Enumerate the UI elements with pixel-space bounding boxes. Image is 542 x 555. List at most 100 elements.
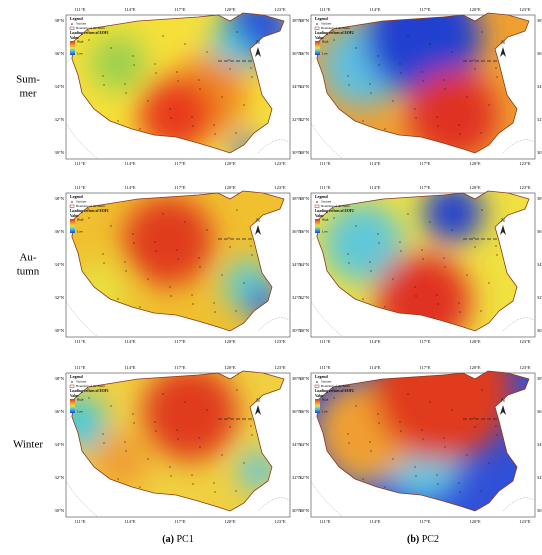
station xyxy=(154,63,156,65)
latitude-label: 36°N xyxy=(299,229,309,234)
station xyxy=(429,221,431,223)
station xyxy=(191,116,193,118)
station xyxy=(117,120,119,122)
station xyxy=(369,261,371,263)
longitude-label: 117°E xyxy=(419,7,430,12)
station xyxy=(133,242,135,244)
longitude-label: 111°E xyxy=(320,365,331,370)
station xyxy=(176,71,178,73)
latitude-label: 32°N xyxy=(299,475,309,480)
station xyxy=(496,434,498,436)
longitude-label: 114°E xyxy=(369,7,380,12)
longitude-label: 111°E xyxy=(320,7,331,12)
latitude-label: 38°N xyxy=(299,196,309,201)
station xyxy=(459,491,461,493)
station xyxy=(480,310,482,312)
station xyxy=(444,88,446,90)
station xyxy=(132,55,134,57)
station xyxy=(191,294,193,296)
station xyxy=(229,426,231,428)
longitude-label: 120°E xyxy=(469,519,481,524)
legend-stations: Stations xyxy=(76,380,87,384)
latitude-label: 36°N xyxy=(54,51,64,56)
station xyxy=(355,405,357,407)
longitude-label: 111°E xyxy=(75,339,86,344)
longitude-label: 120°E xyxy=(469,185,481,190)
station xyxy=(421,71,423,73)
longitude-label: 123°E xyxy=(519,161,531,166)
station xyxy=(199,88,201,90)
station xyxy=(102,75,104,77)
station xyxy=(488,462,490,464)
station xyxy=(378,422,380,424)
longitude-label: 120°E xyxy=(224,161,236,166)
station xyxy=(355,47,357,49)
station xyxy=(236,389,238,391)
station xyxy=(169,286,171,288)
latitude-label: 36°N xyxy=(292,229,302,234)
north-arrow xyxy=(255,225,261,235)
latitude-label: 32°N xyxy=(54,475,64,480)
longitude-label: 123°E xyxy=(274,519,286,524)
station xyxy=(176,249,178,251)
station xyxy=(117,298,119,300)
caption-letter: (a) xyxy=(162,534,174,545)
station xyxy=(117,478,119,480)
legend-station xyxy=(316,381,318,383)
station xyxy=(192,125,194,127)
legend-low: Low xyxy=(322,230,329,234)
station xyxy=(443,437,445,439)
station xyxy=(88,39,90,41)
station xyxy=(133,422,135,424)
legend-value: Value xyxy=(70,394,79,398)
loading-title: Loading vectors of EOF2 xyxy=(315,389,354,393)
longitude-label: 120°E xyxy=(469,7,481,12)
latitude-label: 38°N xyxy=(54,18,64,23)
station xyxy=(198,437,200,439)
legend-station xyxy=(71,23,73,25)
station xyxy=(177,258,179,260)
station xyxy=(362,478,364,480)
latitude-label: 38°N xyxy=(537,196,542,201)
longitude-label: 111°E xyxy=(75,7,86,12)
legend-boundary-label: Boundary of the Basin xyxy=(321,204,350,208)
latitude-label: 30°N xyxy=(537,150,542,155)
latitude-label: 30°N xyxy=(299,150,309,155)
longitude-label: 123°E xyxy=(519,7,531,12)
legend-stations: Stations xyxy=(321,200,332,204)
station xyxy=(214,491,216,493)
legend-boundary xyxy=(314,384,320,388)
station xyxy=(147,100,149,102)
latitude-label: 36°N xyxy=(299,409,309,414)
longitude-label: 117°E xyxy=(419,161,430,166)
station xyxy=(88,217,90,219)
station xyxy=(176,429,178,431)
station xyxy=(459,311,461,313)
station xyxy=(421,429,423,431)
legend-value: Value xyxy=(70,36,79,40)
station xyxy=(132,413,134,415)
station xyxy=(243,282,245,284)
station xyxy=(332,208,334,210)
station xyxy=(437,125,439,127)
station xyxy=(199,266,201,268)
station xyxy=(480,132,482,134)
station xyxy=(444,266,446,268)
longitude-label: 114°E xyxy=(369,519,380,524)
station xyxy=(235,490,237,492)
station xyxy=(458,302,460,304)
station xyxy=(384,486,386,488)
north-arrow xyxy=(500,225,506,235)
latitude-label: 36°N xyxy=(54,229,64,234)
latitude-label: 34°N xyxy=(292,262,302,267)
station xyxy=(177,80,179,82)
station xyxy=(125,92,127,94)
row-label: Winter xyxy=(13,439,43,451)
color-ramp xyxy=(315,399,320,413)
station xyxy=(184,43,186,45)
loading-title: Loading vectors of EOF1 xyxy=(70,31,109,35)
loading-title: Loading vectors of EOF1 xyxy=(70,389,109,393)
caption-label: PC2 xyxy=(422,534,439,545)
latitude-label: 38°N xyxy=(299,376,309,381)
station xyxy=(415,295,417,297)
